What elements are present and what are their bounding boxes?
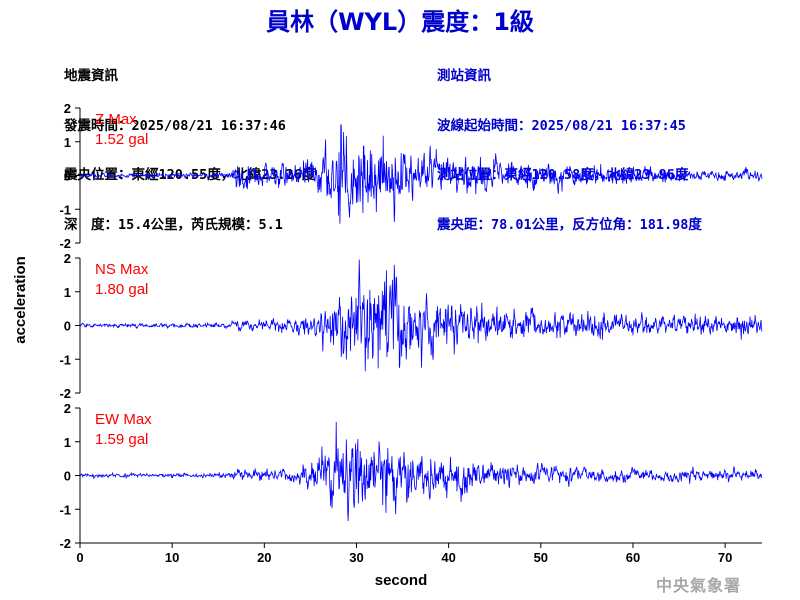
origin-time: 發震時間：2025/08/21 16:37:46 xyxy=(64,117,286,134)
x-tick-label: 20 xyxy=(257,550,271,565)
waveform-ns xyxy=(79,259,763,372)
panel-ew: -2 -1 0 1 2 EW Max 1.59 gal xyxy=(59,401,763,551)
max-value-ns: 1.80 gal xyxy=(95,281,148,298)
y-tick-label: 0 xyxy=(64,169,71,184)
y-tick-label: -2 xyxy=(59,236,71,251)
y-tick-label: -1 xyxy=(59,502,71,517)
waveform-z xyxy=(79,124,763,224)
x-tick-label: 30 xyxy=(349,550,363,565)
x-tick-label: 40 xyxy=(441,550,455,565)
y-tick-label: 2 xyxy=(64,251,71,266)
y-tick-label: 1 xyxy=(64,285,71,300)
y-tick-label: -2 xyxy=(59,536,71,551)
epicentral-distance: 震央距：78.01公里，反方位角：181.98度 xyxy=(437,216,702,233)
y-tick-label: -2 xyxy=(59,386,71,401)
max-label-ew: EW Max xyxy=(95,411,152,428)
x-axis-label: second xyxy=(375,572,428,589)
max-value-z: 1.52 gal xyxy=(95,131,148,148)
max-label-ns: NS Max xyxy=(95,261,149,278)
x-tick-label: 60 xyxy=(626,550,640,565)
y-tick-label: -1 xyxy=(59,352,71,367)
station-info: 測站資訊 波線起始時間：2025/08/21 16:37:45 測站位置：東經1… xyxy=(437,35,702,250)
depth-magnitude: 深 度：15.4公里，芮氏規模：5.1 xyxy=(64,216,283,233)
x-tick-label: 10 xyxy=(165,550,179,565)
y-tick-label: 0 xyxy=(64,319,71,334)
y-tick-label: 1 xyxy=(64,435,71,450)
panel-ns: -2 -1 0 1 2 NS Max 1.80 gal xyxy=(59,251,763,401)
y-axis-label: acceleration xyxy=(12,256,29,344)
max-value-ew: 1.59 gal xyxy=(95,431,148,448)
waveform-ew xyxy=(79,421,763,522)
x-tick-label: 50 xyxy=(534,550,548,565)
x-tick-label: 70 xyxy=(718,550,732,565)
earthquake-info: 地震資訊 發震時間：2025/08/21 16:37:46 震央位置：東經120… xyxy=(64,35,315,250)
y-tick-label: -1 xyxy=(59,202,71,217)
y-tick-label: 0 xyxy=(64,469,71,484)
earthquake-info-heading: 地震資訊 xyxy=(64,68,118,84)
y-tick-label: 1 xyxy=(64,135,71,150)
waveform-start-time: 波線起始時間：2025/08/21 16:37:45 xyxy=(437,117,686,134)
chart-title: 員林（WYL）震度：1級 xyxy=(266,8,534,36)
max-label-z: Z Max xyxy=(95,111,137,128)
station-info-heading: 測站資訊 xyxy=(437,68,491,84)
agency-credit: 中央氣象署 xyxy=(656,576,742,595)
y-tick-label: 2 xyxy=(64,101,71,116)
panel-z: -2 -1 0 1 2 Z Max 1.52 gal xyxy=(59,101,763,251)
y-tick-label: 2 xyxy=(64,401,71,416)
x-tick-label: 0 xyxy=(76,550,83,565)
